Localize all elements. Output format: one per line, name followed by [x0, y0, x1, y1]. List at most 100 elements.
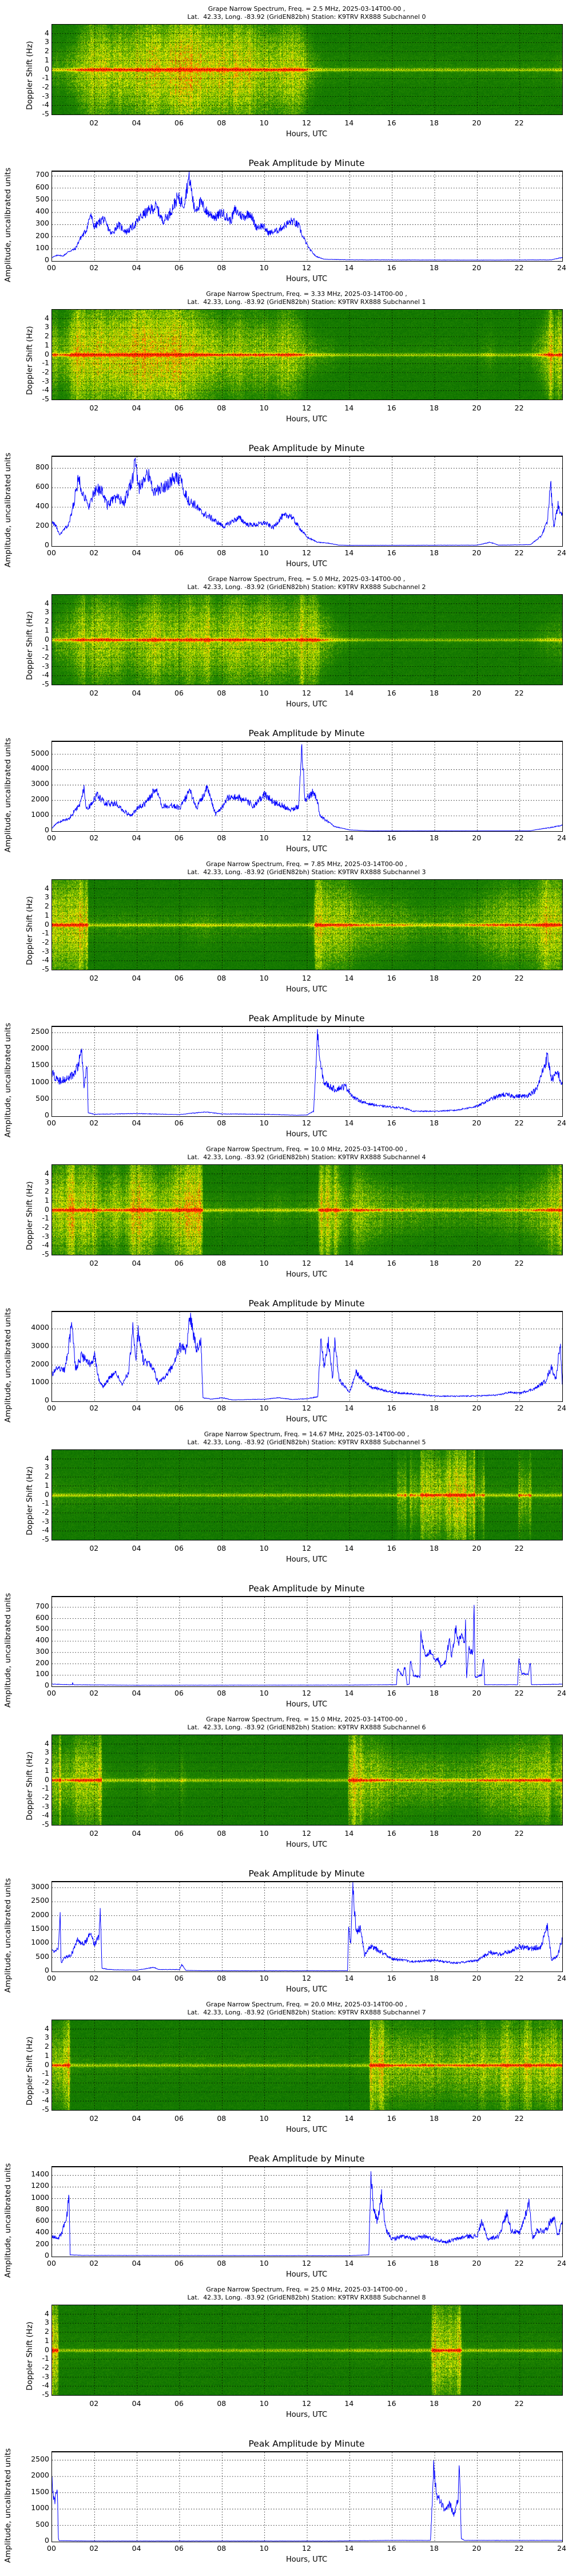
spectrogram-x-tick: 14: [344, 1544, 354, 1552]
spectrogram-y-tick: -3: [42, 91, 49, 100]
spectrogram-x-tick: 08: [217, 1259, 227, 1267]
amplitude-x-tick: 08: [217, 1689, 227, 1697]
amplitude-y-label: Amplitude, uncalibrated units: [3, 1307, 13, 1423]
amplitude-title: Peak Amplitude by Minute: [248, 2154, 365, 2164]
spectrogram-y-tick: -3: [42, 1516, 49, 1526]
amplitude-x-tick: 18: [430, 833, 439, 842]
amplitude-grid: [52, 1312, 562, 1401]
spectrogram-title-line1: Grape Narrow Spectrum, Freq. = 5.0 MHz, …: [208, 575, 406, 583]
amplitude-x-tick: 10: [259, 2259, 269, 2267]
spectrogram-x-tick: 22: [514, 689, 524, 697]
amplitude-x-tick: 22: [514, 1119, 524, 1127]
amplitude-x-tick: 10: [259, 1689, 269, 1697]
spectrogram-y-tick: -3: [42, 2372, 49, 2381]
amplitude-x-tick: 22: [514, 1689, 524, 1697]
spectrogram-x-tick: 16: [387, 118, 396, 127]
amplitude-x-tick: 22: [514, 2259, 524, 2267]
amplitude-x-tick: 02: [89, 1689, 99, 1697]
amplitude-x-tick: 16: [387, 263, 396, 272]
spectrogram-x-tick: 20: [472, 118, 482, 127]
spectrogram-x-tick: 22: [514, 1259, 524, 1267]
spectrogram-plot: [51, 594, 563, 685]
spectrogram-x-tick: 18: [430, 2399, 439, 2408]
spectrogram-y-tick: -3: [42, 1231, 49, 1240]
spectrogram-x-tick: 06: [174, 404, 184, 412]
amplitude-y-tick: 0: [45, 825, 49, 834]
spectrogram-y-label: Doppler Shift (Hz): [25, 1466, 34, 1535]
spectrogram-x-tick: 02: [89, 118, 99, 127]
spectrogram-grid: [52, 25, 562, 114]
amplitude-series-line: [52, 457, 562, 546]
spectrogram-y-label: Doppler Shift (Hz): [25, 896, 34, 965]
amplitude-y-label: Amplitude, uncalibrated units: [3, 1878, 13, 1993]
amplitude-x-tick: 18: [430, 263, 439, 272]
spectrogram-y-tick: 1: [45, 910, 49, 919]
spectrogram-title-line2: Lat. 42.33, Long. -83.92 (GridEN82bh) St…: [187, 1439, 426, 1446]
amplitude-x-tick: 18: [430, 1689, 439, 1697]
amplitude-x-tick: 04: [132, 1689, 141, 1697]
amplitude-y-label: Amplitude, uncalibrated units: [3, 1022, 13, 1137]
amplitude-x-tick: 22: [514, 1404, 524, 1412]
amplitude-grid: [52, 1027, 562, 1116]
spectrogram-y-tick: -5: [42, 965, 49, 973]
spectrogram-y-tick: -1: [42, 1214, 49, 1223]
spectrogram-x-tick: 16: [387, 2399, 396, 2408]
spectrogram-grid: [52, 880, 562, 970]
spectrogram-x-tick: 10: [259, 2399, 269, 2408]
spectrogram-x-tick: 04: [132, 404, 141, 412]
spectrogram-x-tick: 08: [217, 689, 227, 697]
spectrogram-y-tick: -3: [42, 946, 49, 955]
spectrogram-y-tick: 3: [45, 1178, 49, 1187]
spectrogram-title-line2: Lat. 42.33, Long. -83.92 (GridEN82bh) St…: [187, 1153, 426, 1161]
amplitude-y-tick: 2000: [31, 1359, 49, 1368]
amplitude-x-tick: 12: [302, 1119, 311, 1127]
amplitude-x-tick: 04: [132, 548, 141, 557]
spectrogram-y-tick: 0: [45, 2345, 49, 2354]
amplitude-x-tick: 20: [472, 1689, 482, 1697]
subchannel-panel-7: Grape Narrow Spectrum, Freq. = 20.0 MHz,…: [0, 1996, 572, 2281]
amplitude-y-tick: 100: [35, 1669, 49, 1678]
amplitude-y-tick: 700: [35, 1601, 49, 1610]
spectrogram-title-line2: Lat. 42.33, Long. -83.92 (GridEN82bh) St…: [187, 13, 426, 21]
amplitude-x-tick: 02: [89, 2544, 99, 2553]
spectrogram-y-tick: -1: [42, 358, 49, 368]
spectrogram-y-tick: 3: [45, 2033, 49, 2042]
spectrogram-x-tick: 20: [472, 2114, 482, 2123]
spectrogram-y-tick: -3: [42, 376, 49, 385]
spectrogram-x-tick: 02: [89, 1259, 99, 1267]
spectrogram-x-tick: 12: [302, 689, 311, 697]
amplitude-y-tick: 1500: [31, 1060, 49, 1069]
spectrogram-y-label: Doppler Shift (Hz): [25, 1751, 34, 1820]
spectrogram-x-label: Hours, UTC: [285, 700, 328, 709]
spectrogram-x-tick: 10: [259, 118, 269, 127]
spectrogram-x-tick: 04: [132, 118, 141, 127]
amplitude-x-tick: 22: [514, 2544, 524, 2553]
amplitude-y-tick: 200: [35, 231, 49, 240]
amplitude-x-tick: 10: [259, 833, 269, 842]
amplitude-x-tick: 06: [174, 1404, 184, 1412]
amplitude-x-tick: 04: [132, 2544, 141, 2553]
amplitude-y-tick: 0: [45, 2251, 49, 2259]
spectrogram-x-tick: 10: [259, 689, 269, 697]
spectrogram-y-tick: -2: [42, 652, 49, 661]
spectrogram-plot: [51, 24, 563, 115]
amplitude-y-tick: 1000: [31, 810, 49, 819]
amplitude-y-tick: 100: [35, 243, 49, 252]
spectrogram-x-tick: 12: [302, 404, 311, 412]
spectrogram-title-line2: Lat. 42.33, Long. -83.92 (GridEN82bh) St…: [187, 298, 426, 306]
amplitude-y-tick: 5000: [31, 748, 49, 757]
subchannel-panel-8: Grape Narrow Spectrum, Freq. = 25.0 MHz,…: [0, 2281, 572, 2566]
spectrogram-x-tick: 12: [302, 2399, 311, 2408]
amplitude-x-tick: 24: [557, 1974, 566, 1982]
amplitude-y-tick: 2500: [31, 1896, 49, 1905]
amplitude-title: Peak Amplitude by Minute: [248, 158, 365, 168]
amplitude-y-tick: 1500: [31, 1923, 49, 1933]
spectrogram-y-tick: -5: [42, 1250, 49, 1258]
amplitude-y-tick: 600: [35, 1613, 49, 1622]
amplitude-y-label: Amplitude, uncalibrated units: [3, 2163, 13, 2278]
spectrogram-x-tick: 10: [259, 1829, 269, 1838]
amplitude-y-tick: 600: [35, 482, 49, 491]
spectrogram-grid: [52, 2020, 562, 2110]
amplitude-x-tick: 16: [387, 833, 396, 842]
amplitude-x-tick: 24: [557, 1689, 566, 1697]
